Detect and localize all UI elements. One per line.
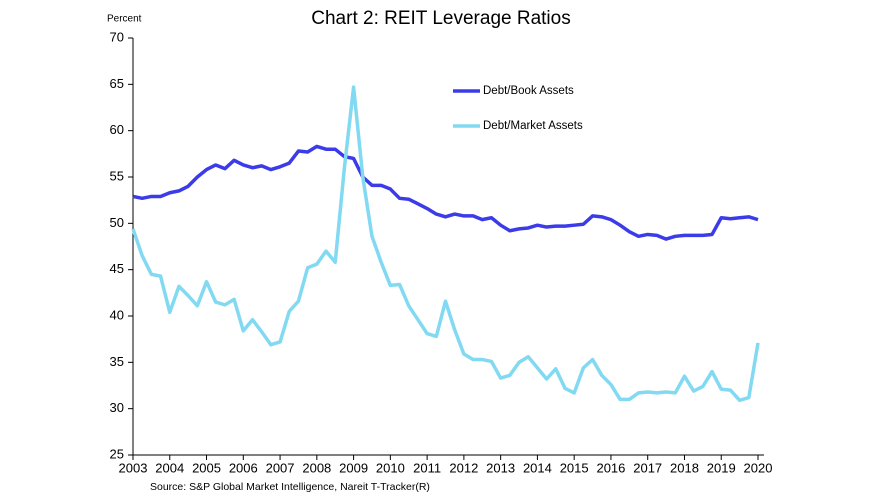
x-tick-label: 2009: [339, 460, 368, 475]
x-tick-label: 2013: [486, 460, 515, 475]
legend-label: Debt/Book Assets: [483, 85, 574, 97]
x-tick-label: 2012: [449, 460, 478, 475]
source-note: Source: S&P Global Market Intelligence, …: [150, 481, 430, 493]
x-tick-label: 2016: [596, 460, 625, 475]
x-tick-label: 2015: [560, 460, 589, 475]
y-tick-label: 55: [110, 168, 124, 183]
y-axis-label: Percent: [107, 14, 142, 25]
y-tick-label: 65: [110, 76, 124, 91]
x-tick-label: 2018: [670, 460, 699, 475]
x-tick-label: 2020: [744, 460, 773, 475]
series-line: [132, 144, 759, 241]
y-tick-label: 25: [110, 446, 124, 461]
y-tick-label: 30: [110, 400, 124, 415]
x-tick-label: 2004: [155, 460, 184, 475]
x-tick-label: 2010: [376, 460, 405, 475]
x-tick-label: 2019: [707, 460, 736, 475]
y-tick-label: 45: [110, 261, 124, 276]
y-tick-label: 60: [110, 122, 124, 137]
x-tick-label: 2017: [633, 460, 662, 475]
x-tick-label: 2014: [523, 460, 552, 475]
x-tick-label: 2005: [192, 460, 221, 475]
y-tick-label: 50: [110, 215, 124, 230]
x-tick-label: 2008: [302, 460, 331, 475]
y-tick-label: 40: [110, 307, 124, 322]
x-tick-label: 2006: [229, 460, 258, 475]
x-tick-label: 2011: [413, 460, 441, 475]
chart-title: Chart 2: REIT Leverage Ratios: [311, 8, 570, 29]
y-tick-label: 35: [110, 354, 124, 369]
series-line: [131, 85, 760, 403]
legend-label: Debt/Market Assets: [483, 120, 583, 132]
x-tick-label: 2003: [119, 460, 148, 475]
y-tick-label: 70: [110, 29, 124, 44]
x-tick-label: 2007: [266, 460, 295, 475]
